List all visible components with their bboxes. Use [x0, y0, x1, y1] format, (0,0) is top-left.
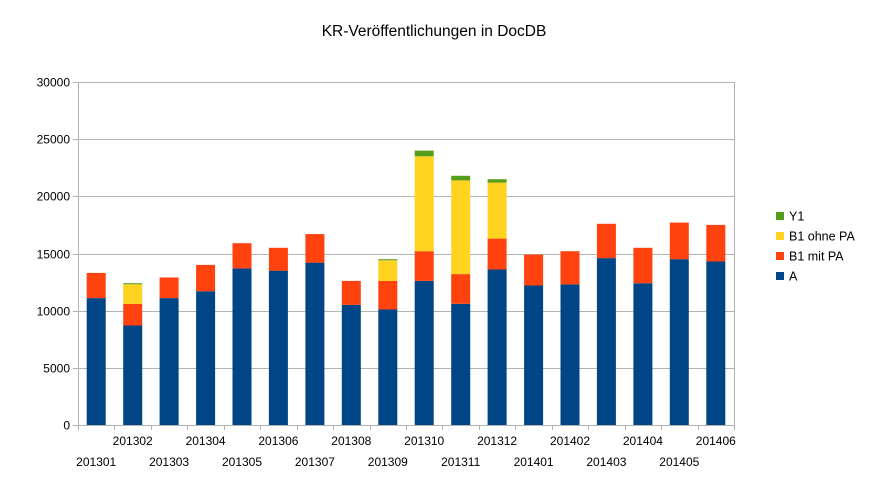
bar-segment-b1-mit-pa — [596, 223, 616, 259]
bar-segment-a — [86, 298, 106, 425]
bar-segment-b1-ohne-pa — [414, 156, 434, 252]
bar-segment-a — [268, 270, 288, 425]
bar-segment-y1 — [414, 150, 434, 157]
x-tick-label: 201302 — [113, 434, 153, 448]
legend-swatch — [776, 212, 784, 220]
bar-segment-y1 — [451, 175, 471, 181]
y-tick-label: 0 — [63, 419, 70, 433]
bar-segment-b1-mit-pa — [341, 280, 361, 305]
y-tick-label: 20000 — [37, 190, 71, 204]
x-tick-label: 201406 — [696, 434, 736, 448]
x-tick-label: 201305 — [222, 455, 262, 469]
bar-segment-b1-mit-pa — [633, 247, 653, 284]
chart-title: KR-Veröffentlichungen in DocDB — [322, 23, 547, 40]
bar-segment-b1-mit-pa — [414, 251, 434, 281]
x-axis-ticks: 201301 201302 201303 201304 201305 201306 2013… — [76, 425, 736, 469]
legend-label: B1 mit PA — [789, 250, 844, 264]
bar-segment-a — [487, 269, 507, 425]
bar-segment-b1-ohne-pa — [451, 180, 471, 275]
x-tick-label: 201307 — [295, 455, 335, 469]
legend-swatch — [776, 232, 784, 240]
bar-segment-b1-mit-pa — [451, 274, 471, 304]
bar-segment-a — [305, 262, 325, 425]
bar-segment-b1-mit-pa — [524, 254, 544, 286]
bar-segment-a — [524, 285, 544, 425]
bar-segment-a — [196, 291, 216, 425]
bar-segment-a — [451, 303, 471, 425]
bar-segment-y1 — [487, 179, 507, 183]
bar-segment-b1-ohne-pa — [378, 260, 398, 281]
y-axis-ticks: 0 5000 10000 15000 20000 25000 30000 — [37, 76, 78, 433]
x-tick-label: 201312 — [477, 434, 517, 448]
bar-segment-a — [669, 259, 689, 425]
bar-segment-b1-mit-pa — [159, 277, 179, 299]
bar-segment-a — [159, 298, 179, 425]
bar-segment-a — [414, 280, 434, 425]
y-tick-label: 30000 — [37, 76, 71, 90]
y-tick-label: 25000 — [37, 133, 71, 147]
bar-segment-a — [633, 283, 653, 425]
bar-segment-b1-mit-pa — [268, 247, 288, 271]
x-tick-label: 201301 — [76, 455, 116, 469]
legend-swatch — [776, 252, 784, 260]
gridlines — [78, 82, 734, 426]
x-tick-label: 201304 — [186, 434, 226, 448]
bar-segment-b1-mit-pa — [706, 224, 726, 262]
y-tick-label: 5000 — [43, 362, 70, 376]
bar-segment-a — [123, 325, 143, 425]
x-tick-label: 201308 — [331, 434, 371, 448]
bar-segment-b1-mit-pa — [305, 234, 325, 263]
legend-swatch — [776, 272, 784, 280]
bar-segment-b1-mit-pa — [669, 222, 689, 260]
legend-label: B1 ohne PA — [789, 230, 855, 244]
bar-segment-a — [560, 284, 580, 425]
bar-segment-a — [341, 304, 361, 425]
x-tick-label: 201403 — [586, 455, 626, 469]
legend-label: A — [789, 270, 798, 284]
x-tick-label: 201303 — [149, 455, 189, 469]
x-tick-label: 201306 — [258, 434, 298, 448]
bar-segment-b1-ohne-pa — [487, 182, 507, 239]
legend: Y1 B1 ohne PA B1 mit PA A — [776, 210, 855, 284]
bar-segment-b1-mit-pa — [378, 280, 398, 310]
bar-segment-b1-mit-pa — [86, 272, 106, 299]
bar-segment-y1 — [123, 283, 143, 285]
legend-label: Y1 — [789, 210, 804, 224]
bar-segment-b1-mit-pa — [560, 251, 580, 285]
x-tick-label: 201402 — [550, 434, 590, 448]
x-tick-label: 201401 — [514, 455, 554, 469]
bar-segment-y1 — [378, 259, 398, 261]
x-tick-label: 201310 — [404, 434, 444, 448]
bars — [86, 150, 726, 425]
bar-segment-a — [596, 258, 616, 425]
bar-segment-b1-ohne-pa — [123, 284, 143, 304]
bar-segment-b1-mit-pa — [123, 303, 143, 326]
x-tick-label: 201404 — [623, 434, 663, 448]
x-tick-label: 201309 — [368, 455, 408, 469]
bar-segment-a — [378, 309, 398, 425]
y-tick-label: 10000 — [37, 305, 71, 319]
bar-segment-b1-mit-pa — [232, 243, 252, 269]
x-tick-label: 201311 — [441, 455, 480, 469]
x-tick-label: 201405 — [659, 455, 699, 469]
bar-segment-b1-mit-pa — [487, 238, 507, 270]
bar-segment-b1-mit-pa — [196, 264, 216, 292]
bar-segment-a — [706, 261, 726, 425]
bar-segment-a — [232, 268, 252, 425]
y-tick-label: 15000 — [37, 248, 71, 262]
